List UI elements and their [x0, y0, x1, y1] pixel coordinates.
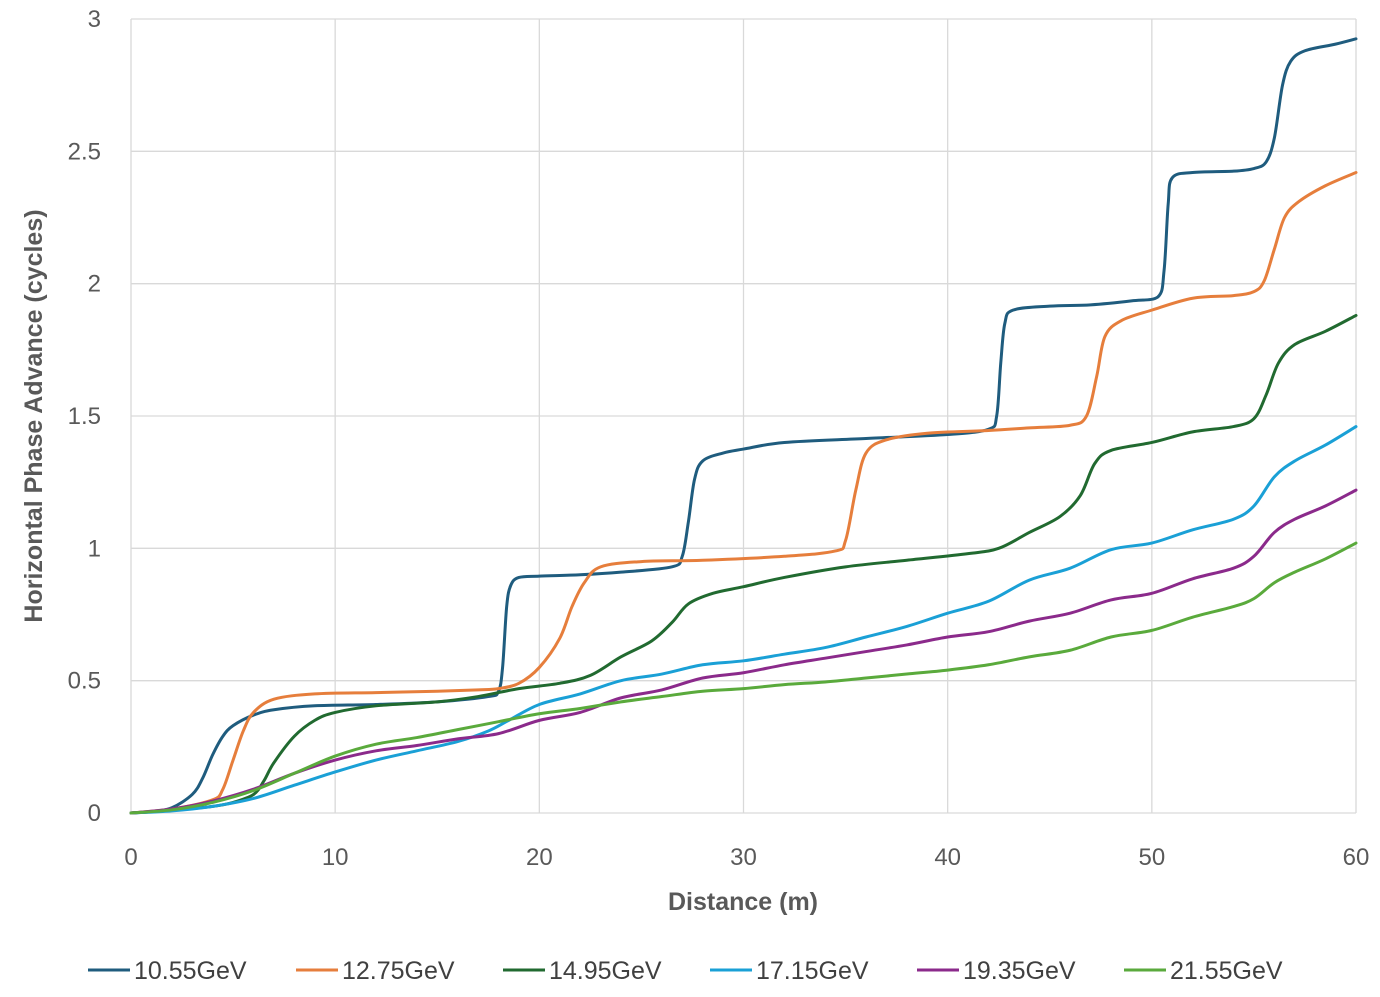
y-tick-labels: 0 0.5 1 1.5 2 2.5 3 [68, 6, 101, 827]
series-line-12-75gev [129, 171, 1358, 815]
x-tick-label: 60 [1343, 844, 1370, 871]
series-line-19-35gev [129, 488, 1358, 815]
legend-item-10-55gev: 10.55GeV [88, 957, 247, 985]
series-line-17-15gev [129, 425, 1358, 815]
x-tick-label: 30 [730, 844, 757, 871]
x-axis-title: Distance (m) [668, 888, 818, 916]
legend-item-19-35gev: 19.35GeV [917, 957, 1076, 985]
legend-item-21-55gev: 21.55GeV [1124, 957, 1283, 985]
x-tick-label: 0 [124, 844, 137, 871]
legend-label: 10.55GeV [134, 957, 247, 985]
legend-label: 17.15GeV [756, 957, 869, 985]
legend-label: 14.95GeV [549, 957, 662, 985]
legend-item-17-15gev: 17.15GeV [710, 957, 869, 985]
y-tick-label: 2 [88, 271, 101, 298]
legend: 10.55GeV 12.75GeV 14.95GeV 17.15GeV 19.35GeV… [88, 957, 1283, 985]
y-axis-title: Horizontal Phase Advance (cycles) [20, 209, 48, 622]
series-line-14-95gev [129, 313, 1358, 815]
y-tick-label: 1 [88, 535, 101, 562]
legend-label: 21.55GeV [1170, 957, 1283, 985]
y-tick-label: 0.5 [68, 668, 101, 695]
x-tick-label: 10 [322, 844, 349, 871]
x-tick-labels: 0 10 20 30 40 50 60 [124, 844, 1369, 871]
series-line-21-55gev [129, 541, 1358, 815]
y-tick-label: 1.5 [68, 403, 101, 430]
data-series [129, 37, 1358, 815]
x-tick-label: 50 [1138, 844, 1165, 871]
grid-lines [130, 18, 1357, 814]
y-tick-label: 3 [88, 6, 101, 33]
x-tick-label: 40 [934, 844, 961, 871]
x-tick-label: 20 [526, 844, 553, 871]
y-tick-label: 2.5 [68, 138, 101, 165]
legend-item-14-95gev: 14.95GeV [503, 957, 662, 985]
legend-item-12-75gev: 12.75GeV [296, 957, 455, 985]
y-tick-label: 0 [88, 800, 101, 827]
series-line-10-55gev [129, 37, 1358, 815]
legend-label: 12.75GeV [342, 957, 455, 985]
legend-label: 19.35GeV [963, 957, 1076, 985]
